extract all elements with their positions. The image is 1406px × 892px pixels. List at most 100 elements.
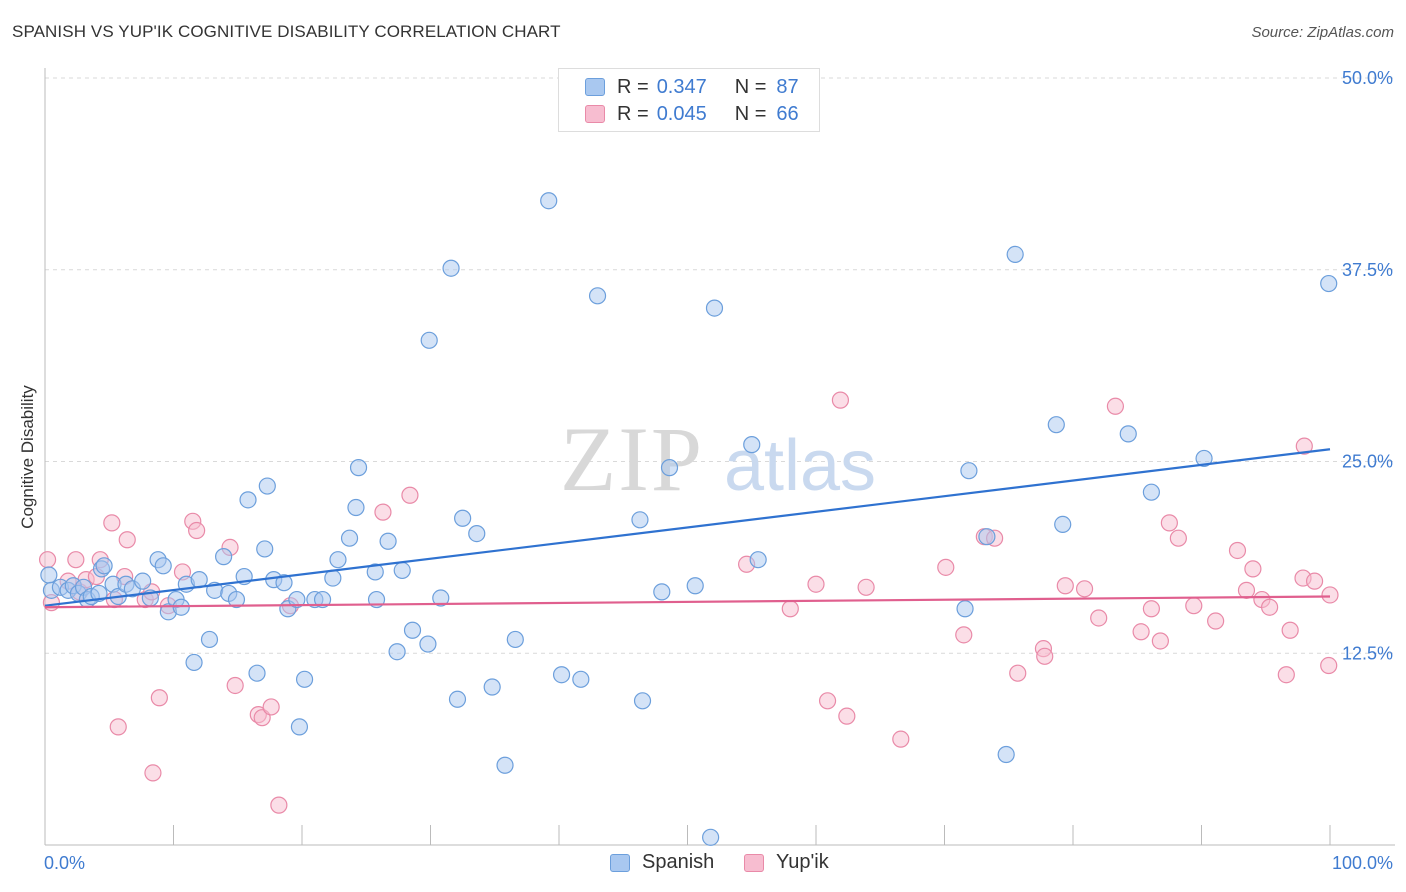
spanish-point	[454, 509, 472, 527]
spanish-point	[185, 653, 203, 672]
spanish-point	[956, 600, 974, 618]
spanish-swatch	[585, 78, 605, 96]
yupik-point	[1277, 666, 1295, 684]
spanish-point	[749, 551, 767, 569]
spanish-point	[40, 566, 58, 584]
spanish-point	[248, 664, 266, 682]
yupik-point	[857, 578, 875, 596]
spanish-point	[290, 718, 309, 736]
yupik-point	[374, 503, 392, 521]
source-label: Source: ZipAtlas.com	[1251, 24, 1394, 41]
spanish-point	[420, 331, 438, 349]
y-tick-label: 50.0%	[1342, 68, 1393, 88]
yupik-point	[818, 692, 837, 710]
spanish-swatch	[610, 853, 630, 872]
yupik-point	[1228, 541, 1247, 560]
yupik-point	[1305, 572, 1324, 590]
spanish-point	[686, 577, 704, 595]
spanish-point	[653, 583, 671, 601]
yupik-point	[1281, 621, 1299, 639]
yupik-point	[1009, 664, 1027, 682]
yupik-point	[226, 676, 244, 695]
series-name-spanish: Spanish	[642, 851, 715, 873]
spanish-point	[496, 756, 514, 774]
y-tick-label: 37.5%	[1342, 260, 1393, 280]
spanish-point	[388, 643, 406, 661]
spanish-point	[1195, 449, 1213, 468]
spanish-point	[258, 477, 276, 495]
legend-n-label: N =	[734, 75, 767, 98]
yupik-point	[1056, 577, 1074, 595]
yupik-point	[1185, 597, 1203, 615]
spanish-point	[403, 621, 422, 639]
spanish-point	[393, 561, 411, 580]
spanish-point	[660, 459, 679, 477]
spanish-point	[275, 574, 293, 592]
legend-r-value: 0.045	[656, 102, 707, 125]
spanish-point	[349, 459, 368, 477]
yupik-point	[67, 551, 85, 569]
spanish-point	[978, 528, 996, 546]
spanish-point	[324, 569, 342, 587]
yupik-swatch	[744, 853, 764, 872]
bottom-legend: Spanish Yup'ik	[0, 851, 1406, 877]
spanish-point	[702, 828, 720, 846]
spanish-point	[227, 590, 246, 609]
yupik-point	[103, 514, 121, 532]
spanish-point	[705, 299, 724, 317]
spanish-point	[1054, 515, 1072, 533]
legend-r-label: R =	[617, 102, 649, 125]
spanish-point	[442, 259, 460, 277]
watermark: ZIP atlas	[560, 408, 876, 510]
spanish-point	[1006, 245, 1024, 264]
yupik-point	[38, 551, 57, 569]
axes	[44, 68, 1395, 846]
spanish-point	[633, 692, 652, 710]
yupik-point	[150, 689, 168, 707]
yupik-point	[1261, 598, 1279, 616]
spanish-point	[1119, 425, 1137, 443]
yupik-point	[1151, 632, 1169, 650]
spanish-point	[295, 670, 314, 688]
spanish-point	[200, 630, 219, 649]
spanish-points	[40, 192, 1338, 846]
yupik-point	[1207, 612, 1225, 630]
spanish-point	[379, 532, 397, 550]
yupik-point	[1075, 580, 1094, 598]
yupik-point	[1090, 609, 1108, 627]
spanish-point	[1142, 483, 1160, 501]
spanish-point	[288, 590, 306, 609]
spanish-point	[419, 635, 437, 653]
legend-row-yupik: R = 0.045 N = 66	[585, 102, 799, 126]
yupik-point	[1142, 600, 1160, 618]
trend-lines	[44, 448, 1331, 609]
spanish-point	[239, 491, 257, 509]
yupik-point	[937, 558, 955, 576]
y-axis-title: Cognitive Disability	[18, 385, 37, 529]
yupik-point	[1106, 397, 1125, 415]
series-name-yupik: Yup'ik	[776, 851, 829, 873]
yupik-point	[1169, 529, 1187, 547]
spanish-point	[154, 557, 172, 575]
chart-title: SPANISH VS YUP'IK COGNITIVE DISABILITY C…	[12, 22, 561, 41]
yupik-point	[1295, 437, 1313, 455]
spanish-point	[347, 498, 365, 517]
x-tick-label: 100.0%	[1332, 853, 1393, 873]
tick-labels: 12.5% 25.0% 37.5% 50.0% 0.0% 100.0%	[44, 68, 1393, 873]
yupik-point	[1320, 656, 1338, 675]
spanish-point	[1047, 416, 1065, 434]
trend-line-spanish	[44, 448, 1331, 607]
spanish-point	[313, 590, 332, 609]
spanish-point	[506, 630, 524, 649]
spanish-point	[432, 589, 450, 607]
spanish-point	[631, 511, 649, 529]
spanish-point	[329, 551, 347, 569]
spanish-point	[366, 563, 384, 581]
legend-row-spanish: R = 0.347 N = 87	[585, 75, 799, 99]
spanish-point	[588, 287, 607, 305]
yupik-point	[1237, 581, 1256, 599]
legend: R = 0.347 N = 87 R = 0.045 N = 66	[558, 68, 820, 132]
yupik-point	[781, 600, 799, 618]
x-tick-label: 0.0%	[44, 853, 85, 873]
